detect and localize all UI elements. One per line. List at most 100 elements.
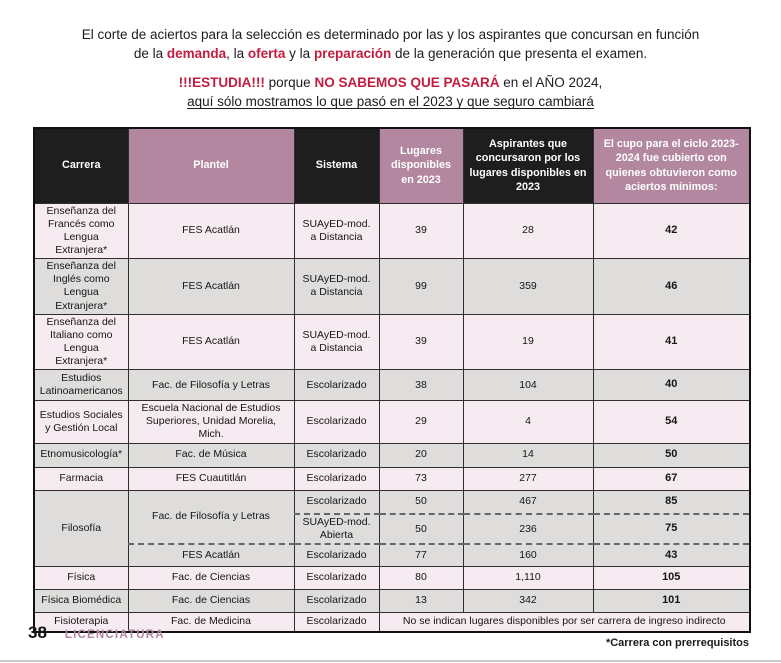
col-header-aciertos: El cupo para el ciclo 2023-2024 fue cubi… [592,127,751,204]
table-row-filosofia-a: Filosofía Fac. de Filosofía y Letras Esc… [33,489,751,567]
table-row: Etnomusicología* Fac. de Música Escolari… [33,442,751,468]
cell-aciertos: 101 [592,588,751,613]
cell-lugares: 80 [378,565,464,590]
cell-sistema: Escolarizado [293,369,380,402]
cell-aciertos: 43 [592,544,751,567]
cell-sistema: SUAyED-mod. a Distancia [293,202,380,260]
page-number: 38 [28,623,47,642]
cell-aciertos: 50 [592,442,751,468]
intro-keyword-demanda: demanda [166,46,227,62]
cell-aspirantes: 14 [462,442,594,468]
col-header-sistema: Sistema [293,127,380,204]
cell-carrera: Farmacia [33,466,129,491]
header-row: Carrera Plantel Sistema Lugares disponib… [33,127,751,204]
cell-aspirantes: 277 [462,466,594,491]
cell-plantel: FES Acatlán [127,313,295,371]
cell-plantel: Fac. de Medicina [127,611,295,633]
table-row: Estudios Latinoamericanos Fac. de Filoso… [33,369,751,402]
cell-aspirantes: 467 [462,489,594,515]
cell-carrera: Enseñanza del Francés como Lengua Extran… [33,202,129,260]
admission-cutoff-table: Carrera Plantel Sistema Lugares disponib… [33,126,751,634]
cell-plantel: Fac. de Ciencias [127,565,295,590]
cell-sistema: SUAyED-mod. a Distancia [293,258,380,315]
cell-aciertos: 41 [592,313,751,371]
cell-lugares: 38 [378,369,464,402]
col-header-lugares: Lugares disponibles en 2023 [378,127,464,204]
cell-carrera: Enseñanza del Italiano como Lengua Extra… [33,313,129,371]
cell-plantel: Fac. de Filosofía y Letras [127,369,295,402]
intro-paragraph-1: El corte de aciertos para la selección e… [0,25,781,63]
cell-plantel: FES Acatlán [127,258,295,315]
cell-lugares: 77 [378,544,464,567]
cell-plantel: FES Cuautitlán [127,466,295,491]
cell-sistema: Escolarizado [293,400,380,444]
col-header-carrera: Carrera [33,127,129,204]
intro-line1a: El corte de aciertos para la selección e… [81,27,700,42]
cell-sistema: SUAyED-mod. a Distancia [293,313,380,371]
cell-aciertos: 75 [592,514,751,546]
cell-sistema: Escolarizado [293,588,380,613]
cell-ingreso-indirecto-note: No se indican lugares disponibles por se… [378,611,751,633]
cell-lugares: 50 [378,514,464,546]
cell-plantel: FES Acatlán [127,202,295,260]
table-row: Fisioterapia Fac. de Medicina Escolariza… [33,611,751,633]
page-footer: 38 LICENCIATURA [28,623,165,643]
intro-line1b-post: de la generación que presenta el examen. [391,46,648,62]
cell-aspirantes: 359 [462,258,594,315]
cell-sistema: Escolarizado [293,489,380,515]
section-label: LICENCIATURA [64,629,165,641]
cell-aspirantes: 28 [462,202,594,260]
cell-lugares: 20 [378,442,464,468]
intro-keyword-oferta: oferta [247,46,286,62]
cell-carrera: Fisioterapia [33,611,129,633]
cell-aciertos: 85 [592,489,751,515]
cell-plantel: FES Acatlán [127,544,295,567]
cell-aciertos: 40 [592,369,751,402]
intro-keyword-preparacion: preparación [313,46,392,62]
cell-carrera: Etnomusicología* [33,442,129,468]
intro-line2-post: en el AÑO 2024, [499,75,603,91]
table-row: Física Fac. de Ciencias Escolarizado 80 … [33,565,751,590]
intro-text: El corte de aciertos para la selección e… [0,0,781,112]
cell-carrera: Estudios Sociales y Gestión Local [33,400,129,444]
col-header-aspirantes: Aspirantes que concursaron por los lugar… [462,127,594,204]
table-row-filosofia-b: SUAyED-mod. Abierta 50 236 75 [34,514,751,546]
intro-paragraph-3: aquí sólo mostramos lo que pasó en el 20… [0,92,781,111]
cell-carrera: Filosofía [33,489,129,567]
col-header-plantel: Plantel [127,127,295,204]
cell-carrera: Estudios Latinoamericanos [33,369,129,402]
cell-sistema: Escolarizado [293,544,380,567]
cell-aspirantes: 1,110 [462,565,594,590]
cell-plantel: Fac. de Filosofía y Letras [127,489,295,546]
cell-aciertos: 46 [592,258,751,315]
cell-carrera: Física Biomédica [33,588,129,613]
cell-aciertos: 105 [592,565,751,590]
cell-lugares: 39 [378,313,464,371]
cell-aciertos: 54 [592,400,751,444]
intro-line2-mid: porque [264,75,315,91]
cell-lugares: 39 [378,202,464,260]
cell-lugares: 29 [378,400,464,444]
cell-plantel: Fac. de Música [127,442,295,468]
cell-aspirantes: 236 [462,514,594,546]
cell-sistema: Escolarizado [293,611,380,633]
intro-sep1: , la [226,46,248,62]
intro-sep2: y la [285,46,314,62]
cell-lugares: 99 [378,258,464,315]
table-row-filosofia-c: FES Acatlán Escolarizado 77 160 43 [34,544,751,567]
table-row: Estudios Sociales y Gestión Local Escuel… [33,400,751,444]
table-row: Enseñanza del Francés como Lengua Extran… [33,202,751,260]
cell-aspirantes: 160 [462,544,594,567]
cell-sistema: Escolarizado [293,466,380,491]
cell-aspirantes: 19 [462,313,594,371]
cell-aciertos: 67 [592,466,751,491]
intro-line1b-pre: de la [133,46,167,62]
cell-lugares: 73 [378,466,464,491]
table-row: Física Biomédica Fac. de Ciencias Escola… [33,588,751,613]
cell-carrera: Física [33,565,129,590]
intro-keyword-estudia: !!!ESTUDIA!!! [178,75,265,91]
intro-keyword-no-sabemos: NO SABEMOS QUE PASARÁ [314,75,500,91]
cell-aspirantes: 342 [462,588,594,613]
cell-carrera: Enseñanza del Inglés como Lengua Extranj… [33,258,129,315]
prerequisites-footnote: *Carrera con prerrequisitos [605,637,749,650]
